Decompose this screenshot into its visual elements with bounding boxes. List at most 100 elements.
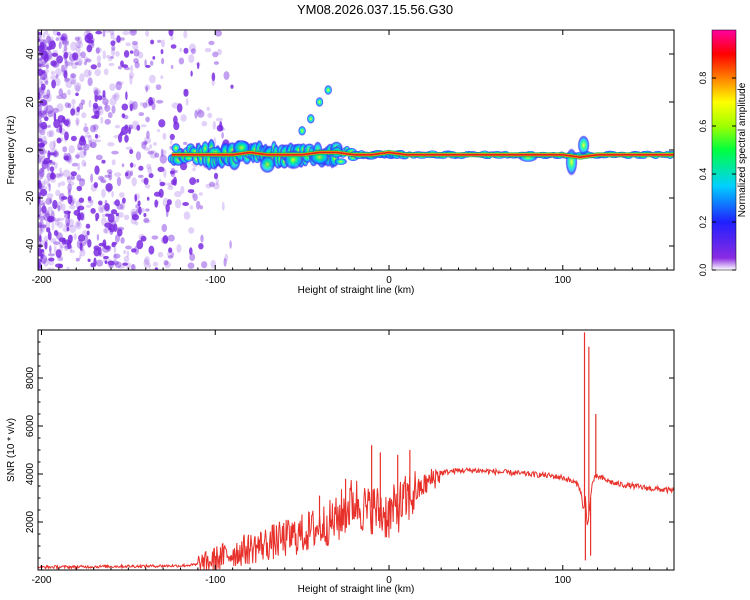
noise-point [38,170,45,180]
noise-point [71,198,76,204]
noise-point [90,64,98,70]
noise-point [41,70,46,74]
noise-point [143,217,150,223]
y-tick-label: 40 [25,48,36,60]
noise-point [140,124,147,128]
noise-point [61,33,68,41]
noise-point [130,217,137,225]
noise-point [205,183,212,189]
noise-point [136,124,141,131]
noise-point [74,82,82,92]
noise-point [138,233,145,242]
noise-point [84,34,92,43]
noise-point [47,150,51,160]
noise-point [64,57,68,64]
noise-point [223,71,230,80]
noise-point [63,45,68,52]
noise-point [200,234,204,243]
noise-point [168,30,174,37]
noise-point [77,147,85,151]
figure-title: YM08.2026.037.15.56.G30 [296,2,454,17]
noise-point [196,178,200,183]
noise-point [74,36,80,41]
noise-point [64,36,67,45]
noise-point [217,48,222,56]
noise-point [63,153,68,161]
noise-point [97,95,103,101]
noise-point [60,36,66,41]
noise-point [159,178,162,183]
noise-point [183,141,188,145]
noise-point [163,168,167,178]
snr-panel: -200 -100 0 100 2000 4000 6000 8000 Height of s… [6,329,675,595]
x-tick-label: 100 [554,575,571,586]
noise-point [70,108,76,116]
noise-point [69,205,76,210]
noise-point [42,39,47,48]
noise-point [138,206,142,215]
noise-point [67,51,72,55]
noise-point [65,81,73,88]
noise-point [149,144,153,149]
noise-point [86,44,93,53]
noise-point [192,193,198,202]
noise-point [38,184,42,190]
noise-point [52,107,59,114]
noise-point [143,219,151,224]
noise-point [70,41,77,51]
noise-point [89,199,94,206]
noise-point [170,167,176,178]
noise-point [94,89,100,96]
noise-point [141,141,147,149]
noise-point [117,65,122,70]
noise-point [78,102,84,110]
noise-point [42,257,46,265]
noise-point [86,230,90,236]
noise-point [62,226,70,233]
noise-point [45,100,49,108]
colorbar-tick-label: 0.2 [698,216,708,229]
noise-point [111,190,114,198]
noise-point [47,231,52,241]
noise-point [124,67,131,71]
noise-point [95,30,103,35]
noise-point [45,197,52,205]
noise-point [63,155,69,161]
noise-point [93,88,101,96]
noise-point [56,137,62,144]
noise-point [198,243,204,250]
noise-point [98,107,104,116]
noise-point [78,197,85,203]
noise-point [39,250,45,257]
noise-point [101,217,107,226]
noise-point [77,162,81,171]
noise-point [61,34,64,45]
noise-point [71,99,76,105]
noise-point [194,109,198,119]
noise-point [90,124,96,133]
noise-point [55,94,64,100]
noise-point [198,192,203,196]
noise-point [38,31,42,35]
noise-point [211,79,215,86]
noise-point [44,104,48,113]
noise-point [131,264,136,270]
noise-point [39,219,44,228]
noise-point [219,121,223,130]
noise-point [55,37,59,41]
noise-point [38,62,41,71]
noise-point [38,63,46,68]
noise-point [148,100,155,105]
noise-point [76,119,79,127]
noise-point [93,106,100,115]
noise-point [39,150,47,155]
noise-point [61,64,65,73]
noise-point [141,140,148,146]
band-lump [259,155,276,174]
noise-point [106,169,113,174]
noise-point [122,30,130,36]
noise-point [122,262,128,266]
noise-point [129,149,134,155]
noise-point [76,152,80,160]
noise-point [49,238,57,243]
